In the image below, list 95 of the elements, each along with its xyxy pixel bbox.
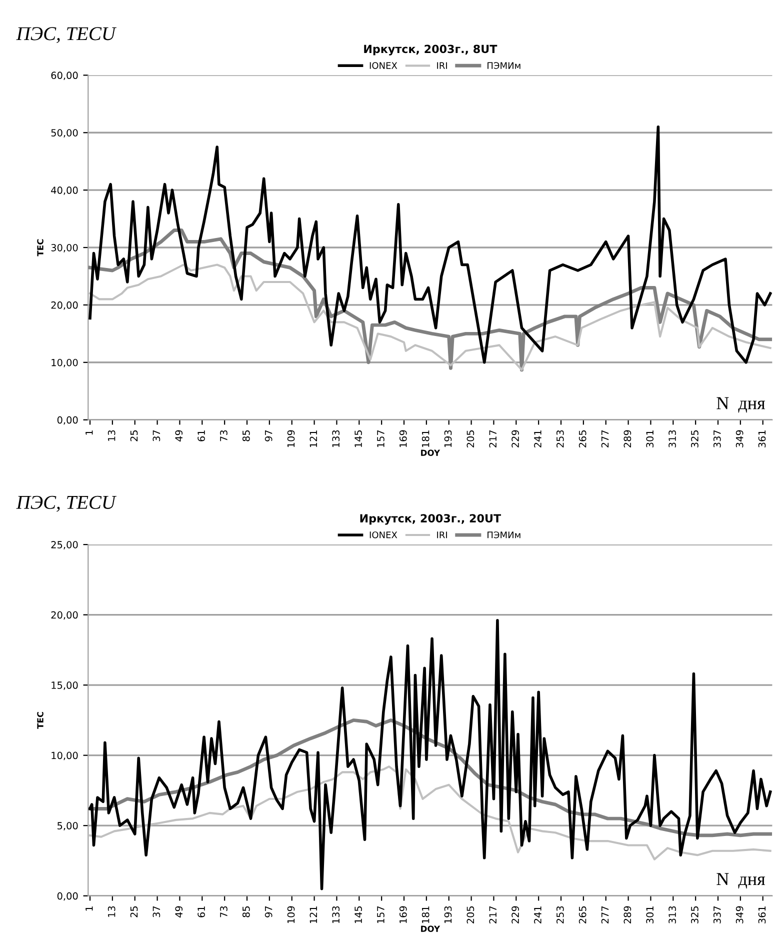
x-tick-label: 361 xyxy=(758,430,766,448)
x-tick-label: 37 xyxy=(152,430,160,442)
legend-label: IONEX xyxy=(370,62,398,69)
x-tick-label: 61 xyxy=(198,430,205,442)
x-tick-label: 145 xyxy=(354,906,362,924)
x-tick-label: 1 xyxy=(86,430,93,435)
x-tick-label: 217 xyxy=(489,906,496,924)
x-tick-label: 361 xyxy=(758,906,766,924)
x-tick-label: 157 xyxy=(377,430,384,448)
line-series xyxy=(88,619,772,890)
x-tick-label: 229 xyxy=(512,430,519,448)
y-tick-label: 60,00 xyxy=(51,72,78,80)
x-tick-label: 217 xyxy=(489,430,496,448)
x-tick-label: 37 xyxy=(152,906,160,918)
y-tick-label: 20,00 xyxy=(51,301,78,310)
x-tick-label: 133 xyxy=(332,430,340,448)
x-tick-label: 253 xyxy=(556,906,564,924)
annotation: N дня xyxy=(716,873,766,888)
x-tick-label: 289 xyxy=(624,430,632,448)
x-tick-label: 205 xyxy=(466,906,474,924)
x-tick-label: 289 xyxy=(624,906,632,924)
chart-title: Иркутск, 2003г., 8UT xyxy=(364,44,498,56)
x-tick-label: 313 xyxy=(668,906,676,924)
x-tick-label: 121 xyxy=(310,430,317,448)
x-tick-label: 349 xyxy=(736,906,744,924)
x-tick-label: 193 xyxy=(444,430,452,448)
x-tick-label: 73 xyxy=(220,906,228,918)
x-tick-label: 85 xyxy=(242,906,250,918)
x-tick-label: 109 xyxy=(287,430,295,448)
y-tick-label: 15,00 xyxy=(52,682,78,690)
x-axis-title: DOY xyxy=(421,450,440,456)
x-tick-label: 73 xyxy=(220,430,228,442)
line-series xyxy=(88,264,772,371)
line-series xyxy=(88,766,772,860)
x-tick-label: 337 xyxy=(713,430,721,448)
x-tick-label: 241 xyxy=(534,430,542,448)
x-tick-label: 241 xyxy=(534,906,542,924)
x-tick-label: 301 xyxy=(646,430,654,448)
x-tick-label: 265 xyxy=(578,430,586,448)
x-tick-label: 13 xyxy=(108,430,116,441)
x-tick-label: 121 xyxy=(310,906,317,924)
y-tick-label: 50,00 xyxy=(51,129,78,138)
x-tick-label: 325 xyxy=(691,906,698,924)
y-tick-label: 10,00 xyxy=(52,752,78,760)
x-tick-label: 61 xyxy=(198,906,205,918)
x-tick-label: 277 xyxy=(601,906,609,924)
y-tick-label: 5,00 xyxy=(58,822,78,830)
y-axis-title: TEC xyxy=(37,712,44,729)
x-tick-label: 337 xyxy=(713,906,721,924)
text: ПЭС, TECU xyxy=(16,27,117,44)
x-tick-label: 1 xyxy=(86,906,93,911)
legend-label: ПЭМИм xyxy=(488,531,520,538)
x-tick-label: 25 xyxy=(130,906,138,918)
x-axis-title: DOY xyxy=(421,926,440,932)
x-tick-label: 169 xyxy=(399,430,407,448)
chart-title: Иркутск, 2003г., 20UT xyxy=(360,514,502,525)
y-tick-label: 20,00 xyxy=(51,611,78,620)
text: ПЭС, TECU xyxy=(16,496,117,512)
y-axis-title: TEC xyxy=(37,239,44,256)
x-tick-label: 265 xyxy=(578,906,586,924)
x-tick-label: 109 xyxy=(287,906,295,924)
x-tick-label: 49 xyxy=(175,906,183,918)
legend-label: IRI xyxy=(437,62,447,69)
x-tick-label: 205 xyxy=(466,430,474,448)
x-tick-label: 349 xyxy=(736,430,744,448)
legend-label: IONEX xyxy=(370,531,398,538)
x-tick-label: 193 xyxy=(444,906,452,924)
x-tick-label: 181 xyxy=(422,906,430,924)
x-tick-label: 229 xyxy=(512,906,519,924)
x-tick-label: 97 xyxy=(264,906,272,918)
x-tick-label: 97 xyxy=(264,430,272,442)
y-tick-label: 30,00 xyxy=(51,244,78,252)
x-tick-label: 133 xyxy=(332,906,340,924)
y-tick-label: 10,00 xyxy=(52,358,78,368)
y-tick-label: 40,00 xyxy=(51,186,78,195)
x-tick-label: 325 xyxy=(691,430,698,448)
x-tick-label: 301 xyxy=(646,906,654,924)
x-tick-label: 85 xyxy=(242,430,250,442)
legend-label: ПЭМИм xyxy=(488,62,520,69)
y-tick-label: 0,00 xyxy=(57,416,78,425)
x-tick-label: 25 xyxy=(130,430,138,442)
y-tick-label: 25,00 xyxy=(51,541,78,550)
x-tick-label: 181 xyxy=(422,430,430,448)
line-series xyxy=(88,126,772,364)
legend-label: IRI xyxy=(437,532,447,538)
x-tick-label: 145 xyxy=(354,430,362,448)
x-tick-label: 313 xyxy=(668,430,676,448)
annotation: N дня xyxy=(716,397,766,413)
x-tick-label: 169 xyxy=(399,906,407,924)
x-tick-label: 49 xyxy=(175,430,183,442)
x-tick-label: 13 xyxy=(108,906,116,917)
x-tick-label: 157 xyxy=(377,906,384,924)
x-tick-label: 277 xyxy=(601,430,609,448)
x-tick-label: 253 xyxy=(556,430,564,448)
y-tick-label: 0,00 xyxy=(57,892,78,901)
